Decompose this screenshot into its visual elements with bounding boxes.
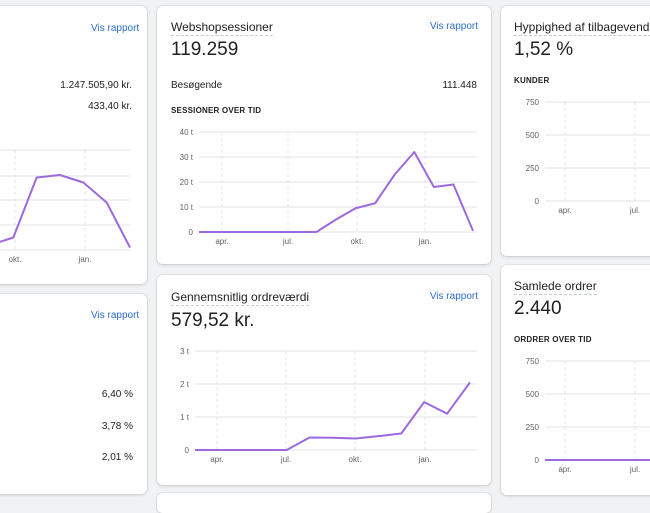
next-card	[157, 493, 491, 513]
rate-value-1: 6,40 %	[102, 389, 133, 400]
y-tick-label: 250	[526, 423, 540, 432]
x-tick-label: okt.	[349, 455, 362, 464]
y-tick-label: 0	[189, 228, 194, 237]
sales-secondary-value: 433,40 kr.	[88, 101, 132, 112]
y-tick-label: 250	[526, 164, 540, 173]
total-orders-card: Samlede ordrer 2.440 ORDRER OVER TID 750…	[501, 265, 650, 495]
visitors-value: 111.448	[442, 80, 477, 91]
x-tick-label: okt.	[9, 255, 22, 264]
y-tick-label: 3 t	[180, 347, 190, 356]
aov-value: 579,52 kr.	[171, 310, 254, 332]
sales-chart: okt. jan.	[0, 136, 147, 276]
series-line	[0, 175, 130, 248]
visitors-label: Besøgende	[171, 80, 222, 91]
chart-subtitle: SESSIONER OVER TID	[171, 106, 261, 115]
sessions-chart: 40 t 30 t 20 t 10 t 0 apr. jul. okt. jan.	[157, 122, 491, 262]
aov-chart: 3 t 2 t 1 t 0 apr. jul. okt. jan.	[157, 341, 491, 481]
y-tick-label: 0	[185, 446, 190, 455]
view-report-link[interactable]: Vis rapport	[430, 21, 478, 32]
sales-card: Vis rapport 1.247.505,90 kr. 433,40 kr. …	[0, 6, 147, 284]
x-tick-label: apr.	[558, 206, 571, 215]
total-sales-value: 1.247.505,90 kr.	[60, 80, 132, 91]
y-tick-label: 500	[526, 131, 540, 140]
view-report-link[interactable]: Vis rapport	[91, 23, 139, 34]
y-tick-label: 500	[526, 390, 540, 399]
y-tick-label: 0	[535, 456, 540, 465]
x-tick-label: apr.	[210, 455, 223, 464]
rate-value-2: 3,78 %	[102, 421, 133, 432]
view-report-link[interactable]: Vis rapport	[91, 310, 139, 321]
x-tick-label: okt.	[351, 237, 364, 246]
card-title: Hyppighed af tilbagevendende	[514, 20, 650, 36]
rate-value-3: 2,01 %	[102, 452, 133, 463]
card-title: Webshopsessioner	[171, 20, 273, 36]
series-line	[545, 455, 650, 460]
series-line	[195, 382, 470, 450]
y-tick-label: 10 t	[180, 203, 194, 212]
view-report-link[interactable]: Vis rapport	[430, 291, 478, 302]
x-tick-label: jul.	[280, 455, 291, 464]
y-tick-label: 1 t	[180, 413, 190, 422]
y-tick-label: 40 t	[180, 128, 194, 137]
y-tick-label: 750	[526, 357, 540, 366]
returning-rate-value: 1,52 %	[514, 39, 573, 61]
x-tick-label: jul.	[282, 237, 293, 246]
x-tick-label: apr.	[558, 465, 571, 474]
x-tick-label: jan.	[78, 255, 92, 264]
average-order-value-card: Gennemsnitlig ordreværdi Vis rapport 579…	[157, 275, 491, 485]
chart-subtitle: ORDRER OVER TID	[514, 335, 592, 344]
x-tick-label: jul.	[629, 206, 640, 215]
series-line	[199, 152, 473, 232]
y-tick-label: 750	[526, 98, 540, 107]
sessions-value: 119.259	[171, 39, 238, 61]
sessions-card: Webshopsessioner Vis rapport 119.259 Bes…	[157, 6, 491, 264]
x-tick-label: apr.	[215, 237, 228, 246]
x-tick-label: jul.	[629, 465, 640, 474]
y-tick-label: 20 t	[180, 178, 194, 187]
conversion-card: Vis rapport 6,40 % 3,78 % 2,01 %	[0, 294, 147, 494]
x-tick-label: jan.	[418, 237, 432, 246]
y-tick-label: 2 t	[180, 380, 190, 389]
y-tick-label: 0	[535, 197, 540, 206]
returning-chart: 750 500 250 0 apr. jul.	[501, 92, 650, 232]
orders-chart: 750 500 250 0 apr. jul.	[501, 351, 650, 491]
chart-subtitle: KUNDER	[514, 76, 549, 85]
total-orders-value: 2.440	[514, 298, 562, 320]
card-title: Samlede ordrer	[514, 279, 597, 295]
returning-rate-card: Hyppighed af tilbagevendende 1,52 % KUND…	[501, 6, 650, 256]
y-tick-label: 30 t	[180, 153, 194, 162]
card-title: Gennemsnitlig ordreværdi	[171, 290, 309, 306]
x-tick-label: jan.	[418, 455, 432, 464]
